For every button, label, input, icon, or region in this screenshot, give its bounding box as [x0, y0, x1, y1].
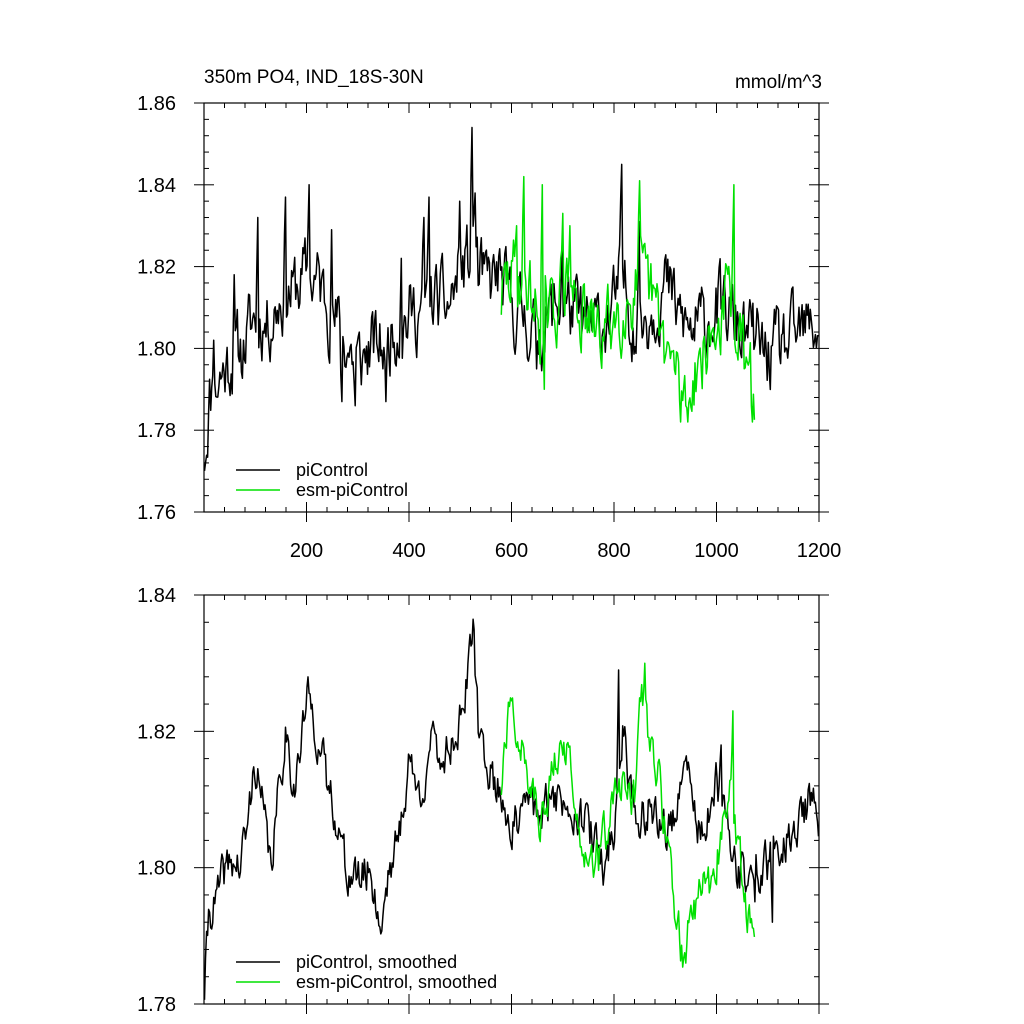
units-label: mmol/m^3 — [735, 72, 822, 93]
bottom-series-esm-picontrol — [500, 662, 756, 968]
top-x-tick-label: 800 — [597, 540, 630, 562]
bottom-plot-frame — [203, 594, 820, 1005]
bottom-panel: 1.78 1.80 1.82 1.84 piControl, smoothed esm… — [137, 585, 829, 1016]
bottom-y-tick-label: 1.78 — [137, 994, 176, 1016]
top-ticks: 1.76 1.78 1.80 1.82 1.84 1.86 200 400 600 800 1000… — [137, 93, 841, 562]
top-y-tick-label: 1.78 — [137, 420, 176, 442]
top-series-esm-picontrol — [500, 175, 756, 423]
top-series-group — [203, 126, 819, 471]
top-y-tick-label: 1.80 — [137, 338, 176, 360]
legend-label-picontrol: piControl — [296, 460, 368, 480]
top-x-tick-label: 1000 — [694, 540, 739, 562]
top-x-tick-label: 600 — [495, 540, 528, 562]
top-panel: 1.76 1.78 1.80 1.82 1.84 1.86 200 400 600 800 1000… — [137, 93, 841, 562]
bottom-series-group — [203, 618, 820, 1000]
bottom-y-tick-label: 1.84 — [137, 585, 176, 607]
chart-title: 350m PO4, IND_18S-30N — [204, 67, 424, 88]
bottom-legend: piControl, smoothed esm-piControl, smoot… — [236, 952, 497, 992]
top-series-picontrol — [203, 126, 819, 471]
bottom-ticks: 1.78 1.80 1.82 1.84 — [137, 585, 829, 1016]
top-y-tick-label: 1.84 — [137, 175, 176, 197]
bottom-series-picontrol — [203, 618, 820, 1000]
top-y-tick-label: 1.86 — [137, 93, 176, 115]
top-x-tick-label: 400 — [392, 540, 425, 562]
top-plot-frame — [203, 102, 820, 513]
top-y-tick-label: 1.76 — [137, 502, 176, 524]
legend-label-esm-picontrol-smoothed: esm-piControl, smoothed — [296, 972, 497, 992]
top-x-tick-label: 1200 — [797, 540, 842, 562]
top-x-tick-label: 200 — [290, 540, 323, 562]
bottom-y-tick-label: 1.82 — [137, 721, 176, 743]
legend-label-esm-picontrol: esm-piControl — [296, 480, 408, 500]
bottom-y-tick-label: 1.80 — [137, 858, 176, 880]
top-legend: piControl esm-piControl — [236, 460, 408, 500]
legend-label-picontrol-smoothed: piControl, smoothed — [296, 952, 457, 972]
top-y-tick-label: 1.82 — [137, 257, 176, 279]
